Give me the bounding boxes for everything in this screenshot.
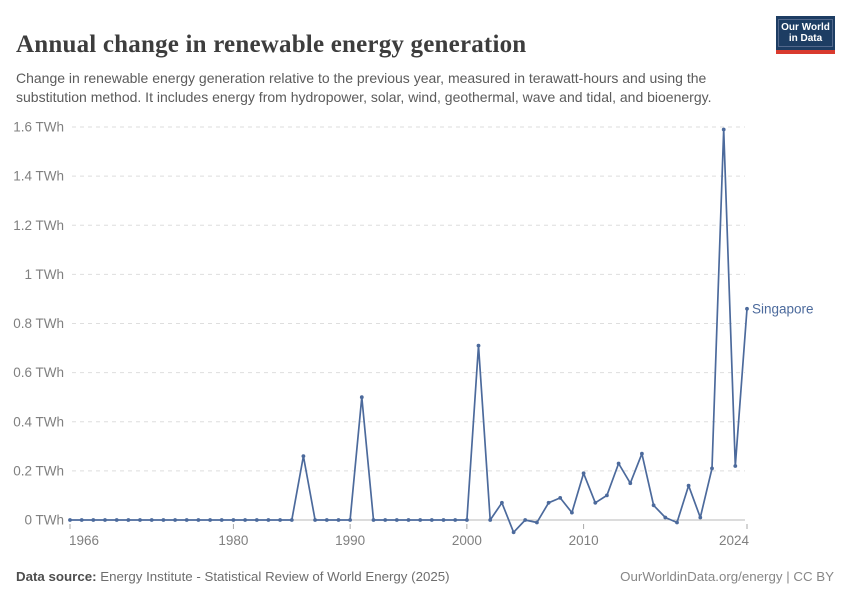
data-point	[149, 518, 154, 522]
data-point	[231, 518, 236, 522]
owid-logo-red-bar	[776, 50, 835, 54]
data-point	[278, 518, 282, 522]
data-point	[196, 518, 201, 522]
x-axis-label: 2000	[452, 533, 482, 548]
data-point	[289, 518, 294, 522]
data-point	[91, 518, 96, 522]
data-point	[465, 518, 469, 522]
y-axis-label: 1.2 TWh	[13, 218, 64, 233]
data-point	[628, 481, 633, 486]
data-point	[103, 518, 107, 522]
data-point	[476, 343, 481, 348]
data-point	[219, 518, 224, 522]
data-point	[126, 518, 131, 522]
y-axis-label: 0.8 TWh	[13, 316, 64, 331]
data-point	[511, 530, 516, 535]
data-point	[79, 518, 84, 522]
owid-logo: Our World in Data	[776, 16, 835, 54]
data-point	[429, 518, 434, 522]
data-point	[710, 466, 714, 471]
data-point	[535, 520, 539, 525]
data-point	[441, 518, 446, 522]
data-point	[359, 395, 364, 400]
owid-logo-line1: Our World	[781, 22, 830, 33]
data-point	[721, 127, 726, 132]
data-point	[68, 518, 72, 522]
data-point	[371, 518, 376, 522]
chart-footer: Data source: Energy Institute - Statisti…	[16, 569, 834, 584]
data-point	[266, 518, 271, 522]
data-point	[313, 518, 317, 522]
data-point	[254, 518, 259, 522]
data-point	[581, 471, 586, 476]
data-point	[394, 518, 399, 522]
data-point	[698, 515, 703, 520]
data-point	[745, 306, 749, 311]
x-axis-label: 2024	[719, 533, 750, 548]
data-point	[301, 454, 306, 458]
data-point	[500, 500, 504, 505]
owid-logo-line2: in Data	[788, 33, 823, 44]
license-credit: OurWorldinData.org/energy | CC BY	[620, 569, 834, 584]
y-axis-label: 1 TWh	[24, 267, 64, 282]
data-source: Data source: Energy Institute - Statisti…	[16, 569, 450, 584]
data-point	[523, 518, 528, 522]
x-axis-label: 1980	[218, 533, 248, 548]
x-axis-label: 1990	[335, 533, 365, 548]
page-title: Annual change in renewable energy genera…	[16, 30, 527, 58]
y-axis-label: 0.4 TWh	[13, 414, 64, 429]
y-axis-label: 0.2 TWh	[13, 463, 64, 478]
data-source-label: Data source:	[16, 569, 97, 584]
data-point	[570, 510, 574, 515]
data-point	[208, 518, 213, 522]
data-point	[138, 518, 142, 522]
data-point	[605, 493, 609, 498]
owid-logo-frame: Our World in Data	[778, 19, 833, 47]
data-point	[184, 518, 189, 522]
data-point	[406, 518, 411, 522]
data-point	[173, 518, 178, 522]
data-point	[675, 520, 679, 525]
data-point	[348, 518, 352, 522]
data-point	[686, 483, 691, 488]
y-axis-label: 0 TWh	[24, 513, 64, 528]
data-point	[640, 451, 644, 456]
data-point	[593, 500, 598, 505]
series-label: Singapore	[752, 301, 814, 316]
data-point	[733, 464, 738, 468]
data-source-text: Energy Institute - Statistical Review of…	[100, 569, 450, 584]
data-point	[488, 518, 493, 522]
chart-line-singapore	[69, 128, 748, 534]
data-point	[161, 518, 166, 522]
data-point	[383, 518, 388, 522]
chart-subtitle: Change in renewable energy generation re…	[16, 70, 712, 105]
x-axis-label: 1966	[69, 533, 99, 548]
y-axis-label: 1.6 TWh	[13, 120, 64, 135]
data-point	[114, 518, 119, 522]
data-point	[324, 518, 329, 522]
data-point	[243, 518, 248, 522]
x-axis-label: 2010	[569, 533, 599, 548]
data-point	[616, 461, 621, 466]
data-point	[558, 496, 563, 500]
data-point	[453, 518, 458, 522]
data-point	[651, 503, 656, 508]
data-point	[663, 515, 668, 520]
data-point	[546, 500, 551, 505]
owid-logo-box: Our World in Data	[776, 16, 835, 50]
y-axis-label: 0.6 TWh	[13, 365, 64, 380]
y-axis-label: 1.4 TWh	[13, 169, 64, 184]
data-point	[336, 518, 341, 522]
data-point	[418, 518, 423, 522]
